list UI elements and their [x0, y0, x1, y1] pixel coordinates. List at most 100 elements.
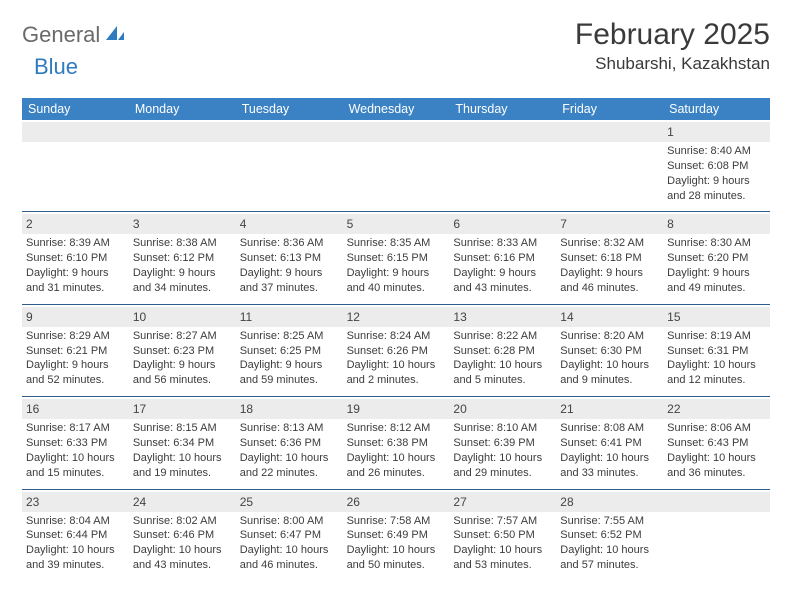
- day-header: Monday: [129, 98, 236, 120]
- daynum-strip: 15: [663, 307, 770, 327]
- sunset-line: Sunset: 6:13 PM: [240, 251, 339, 266]
- calendar-cell: [449, 120, 556, 211]
- day-number: 1: [667, 125, 674, 139]
- sunset-line: Sunset: 6:36 PM: [240, 436, 339, 451]
- daynum-strip: [343, 122, 450, 142]
- sunset-line: Sunset: 6:08 PM: [667, 159, 766, 174]
- day-header: Friday: [556, 98, 663, 120]
- daylight-line: Daylight: 9 hours: [26, 266, 125, 281]
- calendar-cell: 4Sunrise: 8:36 AMSunset: 6:13 PMDaylight…: [236, 212, 343, 303]
- sunset-line: Sunset: 6:47 PM: [240, 528, 339, 543]
- daylight-line: and 12 minutes.: [667, 373, 766, 388]
- daylight-line: Daylight: 10 hours: [347, 543, 446, 558]
- sunrise-line: Sunrise: 8:19 AM: [667, 329, 766, 344]
- daynum-strip: 7: [556, 214, 663, 234]
- calendar-cell: 26Sunrise: 7:58 AMSunset: 6:49 PMDayligh…: [343, 490, 450, 581]
- daylight-line: and 5 minutes.: [453, 373, 552, 388]
- daylight-line: and 59 minutes.: [240, 373, 339, 388]
- day-number: [453, 125, 456, 139]
- sunrise-line: Sunrise: 8:40 AM: [667, 144, 766, 159]
- sunset-line: Sunset: 6:25 PM: [240, 344, 339, 359]
- sunrise-line: Sunrise: 8:04 AM: [26, 514, 125, 529]
- sunset-line: Sunset: 6:44 PM: [26, 528, 125, 543]
- day-number: 17: [133, 402, 146, 416]
- daylight-line: and 29 minutes.: [453, 466, 552, 481]
- daylight-line: Daylight: 10 hours: [453, 358, 552, 373]
- daylight-line: Daylight: 10 hours: [667, 358, 766, 373]
- daynum-strip: 9: [22, 307, 129, 327]
- week-row: 2Sunrise: 8:39 AMSunset: 6:10 PMDaylight…: [22, 211, 770, 303]
- sunset-line: Sunset: 6:16 PM: [453, 251, 552, 266]
- calendar-cell: 10Sunrise: 8:27 AMSunset: 6:23 PMDayligh…: [129, 305, 236, 396]
- calendar-cell: [236, 120, 343, 211]
- daynum-strip: [556, 122, 663, 142]
- daynum-strip: 12: [343, 307, 450, 327]
- calendar-cell: 11Sunrise: 8:25 AMSunset: 6:25 PMDayligh…: [236, 305, 343, 396]
- sunset-line: Sunset: 6:15 PM: [347, 251, 446, 266]
- daylight-line: Daylight: 10 hours: [560, 451, 659, 466]
- day-number: 18: [240, 402, 253, 416]
- day-number: 3: [133, 217, 140, 231]
- sunset-line: Sunset: 6:39 PM: [453, 436, 552, 451]
- calendar-cell: 21Sunrise: 8:08 AMSunset: 6:41 PMDayligh…: [556, 397, 663, 488]
- daynum-strip: 16: [22, 399, 129, 419]
- calendar-cell: [22, 120, 129, 211]
- day-number: [133, 125, 136, 139]
- calendar-cell: 7Sunrise: 8:32 AMSunset: 6:18 PMDaylight…: [556, 212, 663, 303]
- day-number: 23: [26, 495, 39, 509]
- sunrise-line: Sunrise: 8:06 AM: [667, 421, 766, 436]
- sunset-line: Sunset: 6:50 PM: [453, 528, 552, 543]
- sunset-line: Sunset: 6:33 PM: [26, 436, 125, 451]
- sunrise-line: Sunrise: 8:24 AM: [347, 329, 446, 344]
- daylight-line: and 33 minutes.: [560, 466, 659, 481]
- daylight-line: and 49 minutes.: [667, 281, 766, 296]
- daylight-line: Daylight: 9 hours: [347, 266, 446, 281]
- day-header-row: SundayMondayTuesdayWednesdayThursdayFrid…: [22, 98, 770, 120]
- sunrise-line: Sunrise: 8:35 AM: [347, 236, 446, 251]
- daylight-line: Daylight: 10 hours: [240, 543, 339, 558]
- calendar-cell: 2Sunrise: 8:39 AMSunset: 6:10 PMDaylight…: [22, 212, 129, 303]
- sunrise-line: Sunrise: 8:22 AM: [453, 329, 552, 344]
- sunset-line: Sunset: 6:30 PM: [560, 344, 659, 359]
- day-header: Tuesday: [236, 98, 343, 120]
- brand-part1: General: [22, 22, 100, 48]
- daylight-line: and 50 minutes.: [347, 558, 446, 573]
- sail-icon: [104, 24, 126, 47]
- sunrise-line: Sunrise: 7:57 AM: [453, 514, 552, 529]
- daynum-strip: 28: [556, 492, 663, 512]
- day-number: 13: [453, 310, 466, 324]
- calendar-cell: 12Sunrise: 8:24 AMSunset: 6:26 PMDayligh…: [343, 305, 450, 396]
- daylight-line: and 31 minutes.: [26, 281, 125, 296]
- calendar-cell: 22Sunrise: 8:06 AMSunset: 6:43 PMDayligh…: [663, 397, 770, 488]
- daylight-line: and 34 minutes.: [133, 281, 232, 296]
- day-number: 11: [240, 310, 252, 324]
- day-number: [240, 125, 243, 139]
- sunset-line: Sunset: 6:18 PM: [560, 251, 659, 266]
- daynum-strip: 4: [236, 214, 343, 234]
- daylight-line: Daylight: 9 hours: [26, 358, 125, 373]
- calendar-cell: 5Sunrise: 8:35 AMSunset: 6:15 PMDaylight…: [343, 212, 450, 303]
- sunset-line: Sunset: 6:26 PM: [347, 344, 446, 359]
- week-row: 9Sunrise: 8:29 AMSunset: 6:21 PMDaylight…: [22, 304, 770, 396]
- day-number: 12: [347, 310, 360, 324]
- daylight-line: and 2 minutes.: [347, 373, 446, 388]
- sunrise-line: Sunrise: 8:13 AM: [240, 421, 339, 436]
- daynum-strip: [449, 122, 556, 142]
- daylight-line: and 37 minutes.: [240, 281, 339, 296]
- sunrise-line: Sunrise: 8:12 AM: [347, 421, 446, 436]
- sunrise-line: Sunrise: 8:10 AM: [453, 421, 552, 436]
- calendar-cell: [663, 490, 770, 581]
- daynum-strip: 11: [236, 307, 343, 327]
- daylight-line: and 53 minutes.: [453, 558, 552, 573]
- daynum-strip: 25: [236, 492, 343, 512]
- sunset-line: Sunset: 6:21 PM: [26, 344, 125, 359]
- week-row: 1Sunrise: 8:40 AMSunset: 6:08 PMDaylight…: [22, 120, 770, 211]
- sunrise-line: Sunrise: 8:36 AM: [240, 236, 339, 251]
- daylight-line: and 52 minutes.: [26, 373, 125, 388]
- sunset-line: Sunset: 6:43 PM: [667, 436, 766, 451]
- sunrise-line: Sunrise: 8:30 AM: [667, 236, 766, 251]
- calendar-cell: 6Sunrise: 8:33 AMSunset: 6:16 PMDaylight…: [449, 212, 556, 303]
- daynum-strip: 13: [449, 307, 556, 327]
- calendar-cell: 3Sunrise: 8:38 AMSunset: 6:12 PMDaylight…: [129, 212, 236, 303]
- day-number: [560, 125, 563, 139]
